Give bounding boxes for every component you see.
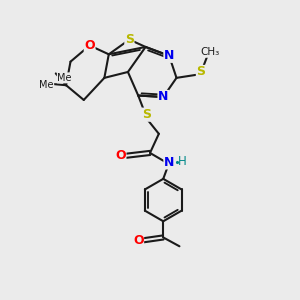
Text: O: O: [84, 39, 95, 52]
Text: N: N: [164, 156, 174, 169]
Text: S: S: [196, 65, 206, 79]
Text: N: N: [158, 91, 168, 103]
Text: H: H: [178, 155, 187, 168]
Text: S: S: [142, 108, 151, 121]
Text: O: O: [115, 149, 126, 162]
Text: Me: Me: [57, 73, 72, 83]
Text: O: O: [133, 234, 143, 247]
Text: N: N: [164, 49, 174, 62]
Text: CH₃: CH₃: [200, 47, 219, 57]
Text: Me: Me: [39, 80, 54, 90]
Text: S: S: [125, 33, 134, 46]
